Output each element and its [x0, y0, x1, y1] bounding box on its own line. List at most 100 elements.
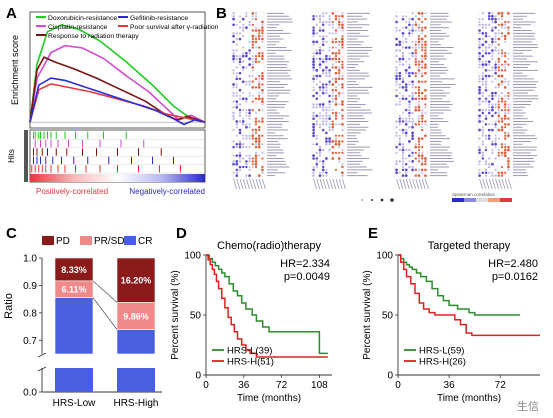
correlation-dot — [322, 171, 325, 174]
correlation-dot — [485, 26, 487, 29]
correlation-dot — [417, 137, 421, 140]
correlation-dot — [398, 77, 402, 81]
correlation-dot — [235, 143, 239, 146]
correlation-dot — [404, 108, 408, 112]
correlation-dot — [417, 123, 421, 126]
correlation-dot — [254, 40, 258, 44]
correlation-dot — [235, 120, 239, 123]
correlation-dot — [331, 38, 334, 40]
correlation-dot — [401, 128, 405, 132]
correlation-dot — [507, 106, 510, 109]
correlation-dot — [261, 74, 264, 78]
correlation-dot — [315, 123, 318, 126]
correlation-dot — [424, 43, 427, 46]
correlation-dot — [258, 80, 261, 83]
correlation-dot — [408, 94, 411, 98]
correlation-dot — [248, 49, 251, 52]
correlation-dot — [497, 52, 500, 55]
correlation-dot — [500, 125, 504, 129]
correlation-dot — [248, 108, 251, 112]
legend-label-3: Poor survival after γ-radiation — [130, 24, 219, 31]
correlation-dot — [404, 174, 408, 177]
correlation-dot — [258, 77, 261, 80]
correlation-dot — [494, 174, 497, 177]
correlation-dot — [408, 32, 411, 35]
correlation-dot — [421, 54, 424, 58]
correlation-dot — [417, 117, 421, 120]
correlation-dot — [481, 49, 484, 52]
correlation-dot — [232, 86, 235, 89]
correlation-dot — [331, 129, 334, 132]
correlation-dot — [484, 46, 488, 49]
correlation-dot — [494, 66, 497, 69]
legend-label-0: HRS-L(59) — [419, 346, 464, 357]
correlation-dot — [261, 88, 264, 92]
correlation-dot — [312, 17, 315, 21]
correlation-dot — [481, 94, 484, 98]
correlation-dot — [478, 37, 481, 41]
correlation-dot — [500, 174, 504, 177]
correlation-dot — [242, 60, 245, 63]
correlation-dot — [341, 174, 344, 177]
correlation-dot — [408, 35, 411, 38]
legend-label-pr-sd: PR/SD — [94, 236, 125, 247]
correlation-dot — [424, 46, 427, 49]
correlation-dot — [478, 60, 481, 63]
correlation-dot — [494, 46, 497, 49]
correlation-dot — [334, 103, 338, 106]
enrichment-curve-gefitinib-resistance — [29, 77, 206, 126]
correlation-dot — [319, 60, 321, 63]
correlation-dot — [491, 43, 494, 46]
correlation-dot — [254, 140, 258, 143]
correlation-dot — [421, 40, 424, 43]
column-label-mark — [335, 178, 340, 190]
spearman-legend-swatch — [488, 198, 500, 202]
correlation-dot — [318, 80, 322, 83]
correlation-dot — [334, 77, 338, 81]
correlation-dot — [484, 97, 488, 100]
legend-label-1: Gefitinib-resistance — [130, 15, 188, 22]
correlation-dot — [494, 32, 497, 35]
correlation-dot — [404, 40, 408, 44]
correlation-dot — [507, 63, 510, 66]
correlation-dot — [417, 86, 421, 89]
correlation-dot — [481, 140, 484, 143]
correlation-dot — [312, 31, 315, 35]
correlation-dot — [238, 88, 242, 92]
correlation-dot — [421, 128, 424, 132]
correlation-dot — [395, 69, 398, 72]
correlation-dot — [232, 92, 235, 95]
correlation-dot — [408, 63, 411, 66]
correlation-dot — [507, 117, 510, 120]
correlation-dot — [245, 15, 248, 18]
correlation-dot — [421, 15, 424, 18]
correlation-dot — [424, 97, 427, 101]
correlation-dot — [418, 114, 420, 117]
correlation-dot — [424, 112, 427, 114]
correlation-dot — [312, 106, 315, 109]
correlation-dot — [245, 51, 248, 55]
correlation-dot — [484, 109, 488, 112]
correlation-dot — [421, 43, 424, 46]
correlation-dot — [424, 57, 427, 60]
correlation-dot — [325, 20, 328, 24]
correlation-dot — [491, 149, 494, 151]
correlation-dot — [401, 143, 405, 146]
correlation-dot — [424, 168, 427, 172]
correlation-dot — [414, 46, 417, 49]
correlation-dot — [341, 29, 344, 32]
correlation-dot — [254, 159, 258, 163]
correlation-dot — [481, 143, 484, 146]
correlation-dot — [418, 29, 420, 32]
correlation-dot — [257, 51, 261, 55]
correlation-dot — [235, 54, 238, 58]
correlation-dot — [258, 74, 261, 78]
correlation-dot — [235, 43, 238, 46]
correlation-dot — [318, 20, 322, 24]
correlation-dot — [241, 97, 245, 101]
correlation-dot — [242, 92, 245, 94]
correlation-dot — [238, 168, 242, 171]
correlation-dot — [238, 26, 242, 29]
correlation-dot — [478, 174, 481, 177]
y-tick-label: 0 — [387, 371, 393, 382]
